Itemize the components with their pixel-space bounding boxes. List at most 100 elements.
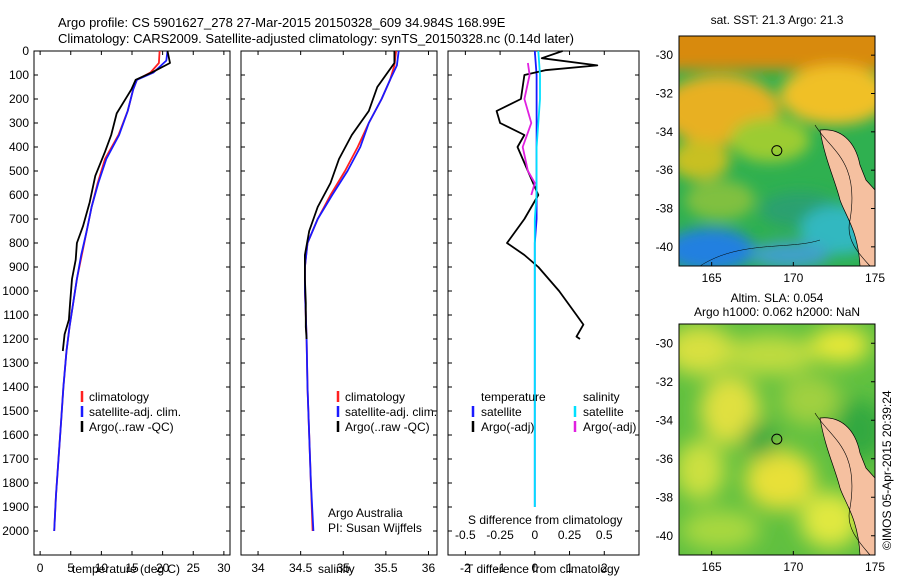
legend-label-s-satellite: satellite: [583, 405, 624, 419]
map-y-tick-label: -32: [656, 87, 674, 101]
salinity-legend: climatology satellite-adj. clim. Argo(..…: [336, 390, 437, 434]
depth-tick-label: 1400: [2, 380, 29, 394]
x-tick-label: 35: [337, 561, 351, 575]
x-tick-label: 34: [251, 561, 265, 575]
difference-x-label: T difference from climatology: [466, 562, 620, 576]
depth-tick-label: 1000: [2, 284, 29, 298]
depth-tick-label: 1300: [2, 356, 29, 370]
depth-tick-label: 1200: [2, 332, 29, 346]
temperature-series: [53, 50, 171, 532]
depth-tick-label: 1600: [2, 428, 29, 442]
difference-series: [495, 50, 599, 507]
legend-label-t-argo: Argo(-adj): [481, 420, 534, 434]
credit-pi: PI: Susan Wijffels: [328, 521, 422, 535]
legend-label-satellite: satellite-adj. clim.: [89, 405, 181, 419]
x-tick-label: 35.5: [374, 561, 398, 575]
legend-header-temperature: temperature: [481, 390, 546, 404]
depth-tick-label: 1900: [2, 500, 29, 514]
depth-tick-label: 0: [22, 44, 29, 58]
series-line-satellite-adj-clim-: [303, 50, 400, 532]
series-line-argo-raw-qc-: [303, 51, 396, 340]
map-y-tick-label: -34: [656, 413, 674, 427]
temperature-panel: [33, 50, 231, 556]
map-y-tick-label: -38: [656, 490, 674, 504]
sst-map-axes: 165 170 175 -30 -32 -34 -36 -38 -40: [656, 48, 886, 285]
sla-map-axes: 165 170 175 -30 -32 -34 -36 -38 -40: [656, 336, 886, 574]
credit-organization: Argo Australia: [328, 506, 403, 520]
depth-tick-label: 1100: [3, 308, 29, 322]
legend-label-climatology: climatology: [345, 390, 405, 404]
x-tick-label: 0: [37, 561, 44, 575]
legend-header-salinity: salinity: [583, 390, 620, 404]
top-tick-label: 0.5: [596, 528, 613, 542]
x-tick-label: 0: [531, 561, 538, 575]
depth-tick-label: 700: [9, 212, 29, 226]
series-line-argo-raw-qc-: [61, 50, 171, 352]
map-x-tick-label: 170: [783, 560, 803, 574]
temperature-x-label: temperature (deg C): [72, 562, 180, 576]
depth-tick-label: 1500: [2, 404, 29, 418]
depth-tick-label: 800: [9, 236, 29, 250]
x-tick-label: 36: [422, 561, 436, 575]
map-x-tick-label: 175: [865, 271, 885, 285]
x-tick-label: 1: [566, 561, 573, 575]
legend-label-satellite: satellite-adj. clim.: [345, 405, 437, 419]
series-line-satellite: [533, 50, 541, 507]
depth-tick-label: 500: [9, 164, 29, 178]
depth-tick-label: 900: [9, 260, 29, 274]
x-tick-label: 2: [601, 561, 608, 575]
legend-label-s-argo: Argo(-adj): [583, 420, 636, 434]
depth-tick-label: 300: [9, 116, 29, 130]
salinity-series: [303, 50, 400, 532]
depth-tick-label: 200: [9, 92, 29, 106]
sst-map-image: [679, 36, 875, 266]
map-y-tick-label: -34: [656, 125, 674, 139]
salinity-x-label: salinity: [318, 562, 355, 576]
map-y-tick-label: -40: [656, 240, 674, 254]
series-line-argo-adj-: [521, 62, 536, 196]
temperature-x-axis: 0 5 10 15 20 25 30: [37, 51, 231, 575]
map-y-tick-label: -38: [656, 202, 674, 216]
x-tick-label: 10: [95, 561, 109, 575]
depth-tick-label: 400: [9, 140, 29, 154]
x-tick-label: -2: [460, 561, 471, 575]
legend-label-t-satellite: satellite: [481, 405, 522, 419]
x-tick-label: 5: [67, 561, 74, 575]
top-tick-label: 0.25: [558, 528, 582, 542]
argo-location-marker: [771, 433, 783, 445]
map-y-tick-label: -40: [656, 529, 674, 543]
depth-tick-label: 1800: [2, 476, 29, 490]
difference-legend: temperature salinity satellite Argo(-adj…: [471, 390, 636, 434]
depth-tick-label: 100: [9, 68, 29, 82]
sla-map-subtitle: Argo h1000: 0.062 h2000: NaN: [694, 305, 860, 319]
difference-top-label: S difference from climatology: [468, 513, 623, 527]
map-x-tick-label: 165: [702, 560, 722, 574]
legend-label-climatology: climatology: [89, 390, 149, 404]
sla-map-image: [679, 324, 875, 555]
difference-top-axis: -0.5 -0.25 0 0.25 0.5: [455, 528, 613, 542]
sst-map-title: sat. SST: 21.3 Argo: 21.3: [711, 13, 844, 27]
difference-x-axis: -2 -1 0 1 2: [460, 51, 608, 575]
map-x-tick-label: 175: [865, 560, 885, 574]
argo-location-marker: [771, 145, 783, 157]
x-tick-label: 25: [187, 561, 201, 575]
sla-map-title: Altim. SLA: 0.054: [731, 291, 824, 305]
sla-map-frame: [678, 323, 876, 556]
salinity-panel: [240, 50, 438, 556]
legend-label-argo: Argo(..raw -QC): [89, 420, 174, 434]
top-tick-label: -0.25: [486, 528, 514, 542]
x-tick-label: 20: [156, 561, 170, 575]
x-tick-label: 15: [125, 561, 139, 575]
x-tick-label: -1: [495, 561, 506, 575]
legend-label-argo: Argo(..raw -QC): [345, 420, 430, 434]
salinity-x-axis: 34 34.5 35 35.5 36: [251, 51, 435, 575]
depth-tick-label: 2000: [2, 524, 29, 538]
x-tick-label: 30: [217, 561, 231, 575]
map-y-tick-label: -32: [656, 375, 674, 389]
series-line-satellite-adj-clim-: [53, 50, 169, 532]
sst-map-frame: [678, 35, 876, 267]
imos-timestamp: ©IMOS 05-Apr-2015 20:39:24: [880, 390, 894, 550]
top-tick-label: -0.5: [455, 528, 476, 542]
difference-panel: [447, 50, 640, 556]
